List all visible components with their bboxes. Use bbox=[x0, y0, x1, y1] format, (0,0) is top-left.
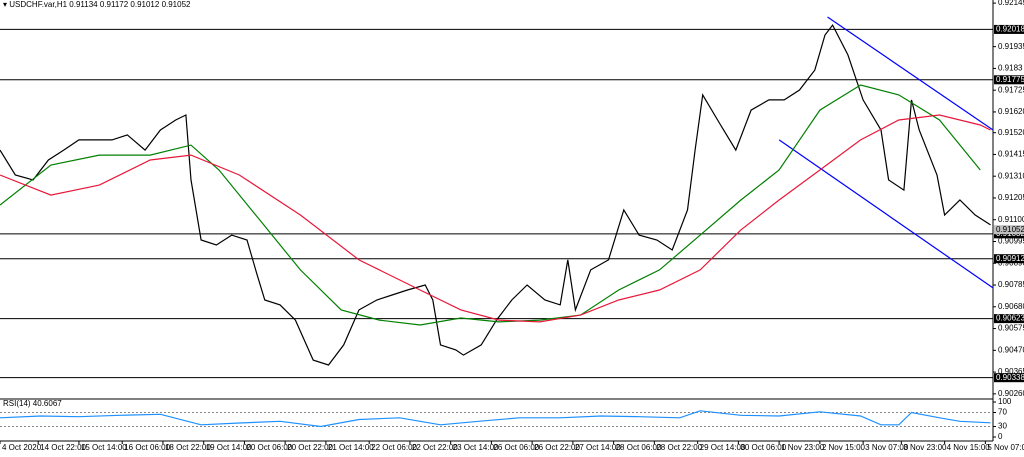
x-tick-label: 1 Nov 23:00 bbox=[781, 443, 825, 452]
y-tick-label: 0.90785 bbox=[998, 280, 1024, 289]
level-label-box bbox=[994, 24, 1024, 34]
x-tick-label: 18 Oct 22:00 bbox=[165, 443, 211, 452]
y-tick-label: 70 bbox=[998, 408, 1007, 417]
low: 0.91012 bbox=[130, 0, 159, 9]
y-tick-label: 0.90995 bbox=[998, 237, 1024, 246]
y-tick-label: 0.9183 bbox=[998, 64, 1023, 73]
trendline bbox=[778, 139, 994, 289]
level-label: 0.90912 bbox=[996, 254, 1024, 263]
y-tick-label: 0.91415 bbox=[998, 150, 1024, 159]
y-tick-label: 0 bbox=[998, 432, 1003, 441]
x-tick-label: 29 Oct 14:00 bbox=[700, 443, 746, 452]
series-line bbox=[0, 84, 981, 326]
symbol: USDCHF.var,H1 bbox=[9, 0, 67, 9]
x-tick-label: 5 Nov 07:00 bbox=[987, 443, 1024, 452]
level-label: 0.92018 bbox=[996, 25, 1024, 34]
x-tick-label: 26 Oct 22:00 bbox=[534, 443, 580, 452]
open: 0.91134 bbox=[69, 0, 98, 9]
level-label-box bbox=[994, 314, 1024, 324]
y-tick-label: 0.90575 bbox=[998, 324, 1024, 333]
x-tick-label: 20 Oct 06:00 bbox=[246, 443, 292, 452]
price-label: 0.91052 bbox=[996, 225, 1024, 234]
x-tick-label: 23 Oct 14:00 bbox=[453, 443, 499, 452]
level-label: 0.90338 bbox=[996, 373, 1024, 382]
x-tick-label: 22 Oct 06:00 bbox=[371, 443, 417, 452]
rsi-header: RSI(14) 40.6067 bbox=[3, 399, 62, 408]
x-tick-label: 28 Oct 22:00 bbox=[656, 443, 702, 452]
rsi-value: 40.6067 bbox=[33, 399, 62, 408]
x-tick-label: 3 Nov 07:00 bbox=[865, 443, 909, 452]
trendline bbox=[827, 16, 994, 131]
x-tick-label: 26 Oct 06:00 bbox=[493, 443, 539, 452]
level-label: 0.91775 bbox=[996, 75, 1024, 84]
x-tick-label: 4 Nov 15:00 bbox=[947, 443, 991, 452]
y-tick-label: 0.91935 bbox=[998, 42, 1024, 51]
high: 0.91172 bbox=[100, 0, 129, 9]
x-tick-label: 30 Oct 06:00 bbox=[740, 443, 786, 452]
price-line bbox=[0, 23, 991, 366]
y-tick-label: 30 bbox=[998, 422, 1007, 431]
y-tick-label: 0.91725 bbox=[998, 85, 1024, 94]
x-tick-label: 16 Oct 06:00 bbox=[124, 443, 170, 452]
y-tick-label: 0.92145 bbox=[998, 0, 1024, 7]
level-label-box bbox=[994, 254, 1024, 264]
x-tick-label: 4 Oct 2020 bbox=[2, 443, 42, 452]
level-label-box bbox=[994, 373, 1024, 383]
x-tick-label: 20 Oct 22:00 bbox=[287, 443, 333, 452]
chart-header: ▾ USDCHF.var,H1 0.91134 0.91172 0.91012 … bbox=[3, 0, 191, 9]
y-tick-label: 0.90365 bbox=[998, 367, 1024, 376]
y-tick-label: 0.91205 bbox=[998, 193, 1024, 202]
x-tick-label: 2 Nov 15:00 bbox=[822, 443, 866, 452]
close: 0.91052 bbox=[162, 0, 191, 9]
x-tick-label: 3 Nov 23:00 bbox=[903, 443, 947, 452]
x-tick-label: 21 Oct 14:00 bbox=[328, 443, 374, 452]
x-tick-label: 27 Oct 14:00 bbox=[575, 443, 621, 452]
rsi-title: RSI(14) bbox=[3, 399, 31, 408]
price-label-box bbox=[994, 225, 1024, 235]
price-line bbox=[0, 410, 991, 428]
x-tick-label: 15 Oct 14:00 bbox=[81, 443, 127, 452]
x-tick-label: 28 Oct 06:00 bbox=[616, 443, 662, 452]
level-label: 0.90623 bbox=[996, 314, 1024, 323]
y-tick-label: 0.90260 bbox=[998, 389, 1024, 398]
series-line bbox=[0, 114, 991, 323]
y-tick-label: 100 bbox=[998, 397, 1012, 406]
x-tick-label: 14 Oct 22:00 bbox=[40, 443, 86, 452]
y-tick-label: 0.91100 bbox=[998, 215, 1024, 224]
x-tick-label: 19 Oct 14:00 bbox=[206, 443, 252, 452]
x-tick-label: 22 Oct 22:00 bbox=[412, 443, 458, 452]
level-label-box bbox=[994, 75, 1024, 85]
